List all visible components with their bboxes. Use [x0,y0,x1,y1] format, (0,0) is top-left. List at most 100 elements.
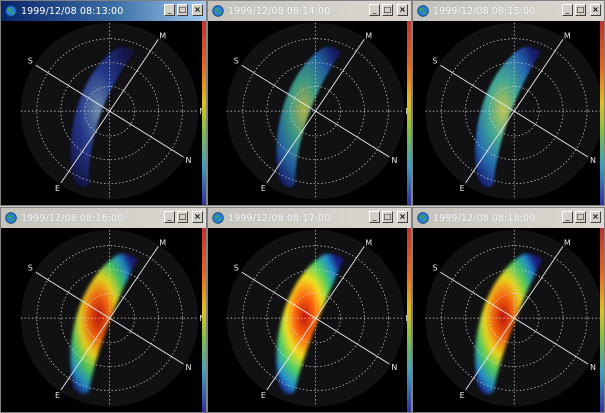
color-scale-bar [600,21,604,205]
window-titlebar[interactable]: 1999/12/08 08:17:00 _ □ × [208,208,411,228]
close-button[interactable]: × [590,211,601,223]
auroral-image-canvas: SNMEM [413,228,604,412]
axis-label-n: N [185,156,191,165]
axis-label-s: S [234,56,239,65]
auroral-image-view: SNMEM [208,21,411,205]
minimize-button[interactable]: _ [562,211,573,223]
globe-icon[interactable] [5,5,17,17]
close-button[interactable]: × [590,4,601,16]
axis-label-m: M [564,31,571,40]
close-button[interactable]: × [192,211,203,223]
axis-s-n [241,271,390,365]
aurora-oval [475,253,542,395]
globe-icon[interactable] [5,212,17,224]
grid-circle [242,245,389,391]
globe-icon[interactable] [417,212,429,224]
image-window-2[interactable]: 1999/12/08 08:14:00_□×SNMEM [207,0,412,206]
window-titlebar[interactable]: 1999/12/08 08:16:00 _ □ × [1,208,206,228]
axis-label-m: M [159,238,166,247]
grid-circle [84,293,135,344]
auroral-image-view: SNMEM [1,228,206,412]
grid-circle [290,293,341,344]
minimize-button[interactable]: _ [369,211,380,223]
aurora-oval [70,46,135,188]
maximize-button[interactable]: □ [177,4,188,16]
window-titlebar[interactable]: 1999/12/08 08:13:00 _ □ × [1,1,206,21]
close-button[interactable]: × [397,4,408,16]
axis-label-m: M [564,238,571,247]
minimize-button[interactable]: _ [164,211,175,223]
auroral-image-view: SNMEM [208,228,411,412]
window-title: 1999/12/08 08:18:00 [433,212,536,224]
axis-label-m: M [365,238,372,247]
minimize-button[interactable]: _ [164,4,175,16]
maximize-button[interactable]: □ [575,211,586,223]
aurora-oval [276,46,341,188]
auroral-image-view: SNMEM [413,228,604,412]
axis-label-e: E [55,184,60,193]
axis-label-s: S [234,263,239,272]
color-scale-bar [407,228,411,412]
color-scale-bar [407,21,411,205]
grid-circle [441,38,588,184]
axis-label-e: E [460,184,465,193]
window-titlebar[interactable]: 1999/12/08 08:14:00 _ □ × [208,1,411,21]
globe-icon[interactable] [212,212,224,224]
grid-circle [489,86,540,137]
globe-icon[interactable] [212,5,224,17]
image-window-6[interactable]: 1999/12/08 08:18:00_□×SNMEM [412,207,605,413]
axis-s-n [35,64,184,158]
axis-label-n: N [185,363,191,372]
image-window-4[interactable]: 1999/12/08 08:16:00_□×SNMEM [0,207,207,413]
grid-circle [441,245,588,391]
close-button[interactable]: × [397,211,408,223]
auroral-image-canvas: SNMEM [1,21,206,205]
axis-label-e: E [55,391,60,400]
maximize-button[interactable]: □ [177,211,188,223]
axis-label-e: E [261,391,266,400]
maximize-button[interactable]: □ [575,4,586,16]
axis-label-s: S [28,263,33,272]
window-title: 1999/12/08 08:17:00 [228,212,331,224]
window-titlebar[interactable]: 1999/12/08 08:15:00 _ □ × [413,1,604,21]
axis-label-e: E [460,391,465,400]
color-scale-bar [202,21,206,205]
axis-s-n [440,64,589,158]
auroral-image-canvas: SNMEM [208,228,411,412]
axis-label-s: S [432,263,437,272]
axis-label-n: N [391,363,397,372]
axis-label-s: S [432,56,437,65]
axis-label-s: S [28,56,33,65]
image-window-3[interactable]: 1999/12/08 08:15:00_□×SNMEM [412,0,605,206]
auroral-image-canvas: SNMEM [413,21,604,205]
axis-label-e: E [261,184,266,193]
axis-s-n [440,271,589,365]
aurora-oval [475,46,541,188]
auroral-image-view: SNMEM [413,21,604,205]
maximize-button[interactable]: □ [382,211,393,223]
globe-icon[interactable] [417,5,429,17]
axis-label-n: N [391,156,397,165]
axis-label-n: N [590,363,596,372]
grid-circle [36,38,183,184]
grid-circle [290,86,341,137]
axis-s-n [35,271,184,365]
minimize-button[interactable]: _ [562,4,573,16]
image-window-1[interactable]: 1999/12/08 08:13:00_□×SNMEM [0,0,207,206]
window-title: 1999/12/08 08:14:00 [228,5,331,17]
window-titlebar[interactable]: 1999/12/08 08:18:00 _ □ × [413,208,604,228]
color-scale-bar [202,228,206,412]
window-title: 1999/12/08 08:13:00 [21,5,124,17]
grid-circle [84,86,135,137]
close-button[interactable]: × [192,4,203,16]
auroral-image-canvas: SNMEM [208,21,411,205]
axis-label-n: N [590,156,596,165]
maximize-button[interactable]: □ [382,4,393,16]
image-window-5[interactable]: 1999/12/08 08:17:00_□×SNMEM [207,207,412,413]
minimize-button[interactable]: _ [369,4,380,16]
window-title: 1999/12/08 08:15:00 [433,5,536,17]
axis-s-n [241,64,390,158]
aurora-oval [276,253,344,395]
window-title: 1999/12/08 08:16:00 [21,212,124,224]
color-scale-bar [600,228,604,412]
